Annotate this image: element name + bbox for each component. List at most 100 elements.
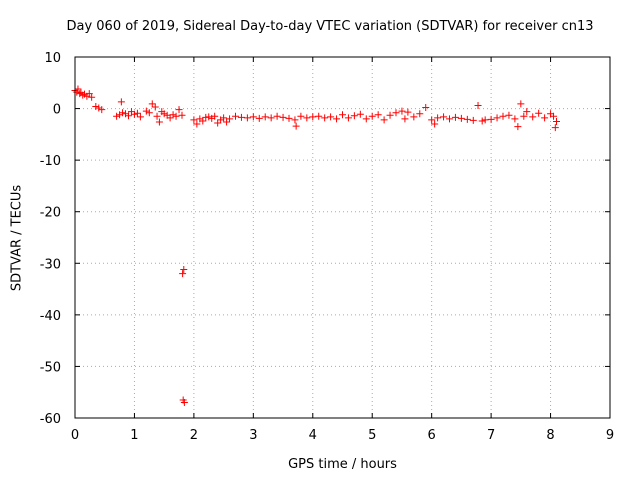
data-point <box>172 112 180 120</box>
data-point <box>551 124 559 132</box>
data-point <box>499 112 507 120</box>
data-point <box>267 114 275 122</box>
data-point <box>474 101 482 109</box>
data-point <box>457 114 465 122</box>
grid-lines <box>75 57 610 418</box>
data-point <box>401 115 409 123</box>
data-point <box>529 113 537 121</box>
data-point <box>511 115 519 123</box>
data-point <box>243 114 251 122</box>
data-point <box>315 112 323 120</box>
data-point <box>392 109 400 117</box>
data-point <box>398 107 406 115</box>
data-point <box>223 118 231 126</box>
data-point <box>220 114 228 122</box>
data-point <box>148 100 156 108</box>
data-point <box>160 110 168 118</box>
data-point <box>285 114 293 122</box>
data-point <box>386 111 394 119</box>
data-point <box>469 116 477 124</box>
data-point <box>226 115 234 123</box>
x-tick-label: 7 <box>487 428 495 443</box>
y-tick-label: -30 <box>40 257 61 272</box>
data-point <box>92 103 100 111</box>
data-point <box>380 116 388 124</box>
y-tick-label: -40 <box>40 309 61 324</box>
data-point <box>356 110 364 118</box>
data-point <box>74 85 82 93</box>
y-tick-label: -20 <box>40 206 61 221</box>
data-point <box>292 122 300 130</box>
data-point <box>133 109 141 117</box>
x-tick-label: 0 <box>71 428 79 443</box>
data-point <box>255 114 263 122</box>
data-point <box>95 104 103 112</box>
data-point <box>350 112 358 120</box>
data-point <box>166 114 174 122</box>
data-point <box>76 90 84 98</box>
data-point <box>404 108 412 116</box>
plot-frame <box>74 56 611 419</box>
data-point <box>98 106 106 114</box>
y-tick-labels: 10 0 -10 -20 -30 -40 -50 -60 <box>40 51 61 427</box>
y-tick-label: -60 <box>40 412 61 427</box>
data-point <box>130 110 138 118</box>
data-point <box>416 110 424 118</box>
x-tick-label: 8 <box>546 428 554 443</box>
x-tick-label: 4 <box>309 428 317 443</box>
data-point <box>178 111 186 119</box>
data-point <box>493 114 501 122</box>
data-point <box>368 112 376 120</box>
data-point <box>550 112 558 120</box>
x-tick-labels: 0 1 2 3 4 5 6 7 8 9 <box>71 428 614 443</box>
x-tick-label: 2 <box>190 428 198 443</box>
data-point <box>291 116 299 124</box>
data-point <box>193 120 201 128</box>
data-point <box>175 106 183 114</box>
data-point <box>214 119 222 127</box>
data-point <box>481 116 489 124</box>
x-tick-label: 9 <box>606 428 614 443</box>
data-point <box>541 114 549 122</box>
data-point <box>85 90 93 98</box>
y-tick-label: -10 <box>40 154 61 169</box>
data-point <box>553 117 560 125</box>
data-points <box>71 85 560 407</box>
data-point <box>374 111 382 119</box>
data-point <box>410 113 418 121</box>
data-point <box>463 115 471 123</box>
data-point <box>117 98 125 106</box>
data-point <box>520 112 528 120</box>
data-point <box>113 112 121 120</box>
data-point <box>327 113 335 121</box>
data-point <box>205 113 213 121</box>
data-point <box>487 115 495 123</box>
chart-title: Day 060 of 2019, Sidereal Day-to-day VTE… <box>66 19 594 34</box>
data-point <box>125 112 132 120</box>
x-tick-label: 3 <box>249 428 257 443</box>
data-point <box>180 265 188 273</box>
data-point <box>202 113 210 121</box>
data-point <box>261 113 269 121</box>
data-point <box>142 107 150 115</box>
data-point <box>478 117 486 125</box>
data-point <box>232 112 239 120</box>
x-axis-label: GPS time / hours <box>288 457 397 472</box>
data-point <box>440 113 448 121</box>
data-point <box>514 123 522 131</box>
data-point <box>273 112 281 120</box>
data-point <box>180 399 188 407</box>
data-point <box>434 114 442 122</box>
data-point <box>199 117 207 125</box>
data-point <box>153 112 161 120</box>
data-point <box>155 118 163 126</box>
data-point <box>237 113 245 121</box>
data-point <box>79 91 87 99</box>
data-point <box>88 93 96 101</box>
data-point <box>309 113 317 121</box>
data-point <box>211 112 219 120</box>
data-point <box>249 113 257 121</box>
data-point <box>179 270 187 278</box>
data-point <box>451 113 459 121</box>
